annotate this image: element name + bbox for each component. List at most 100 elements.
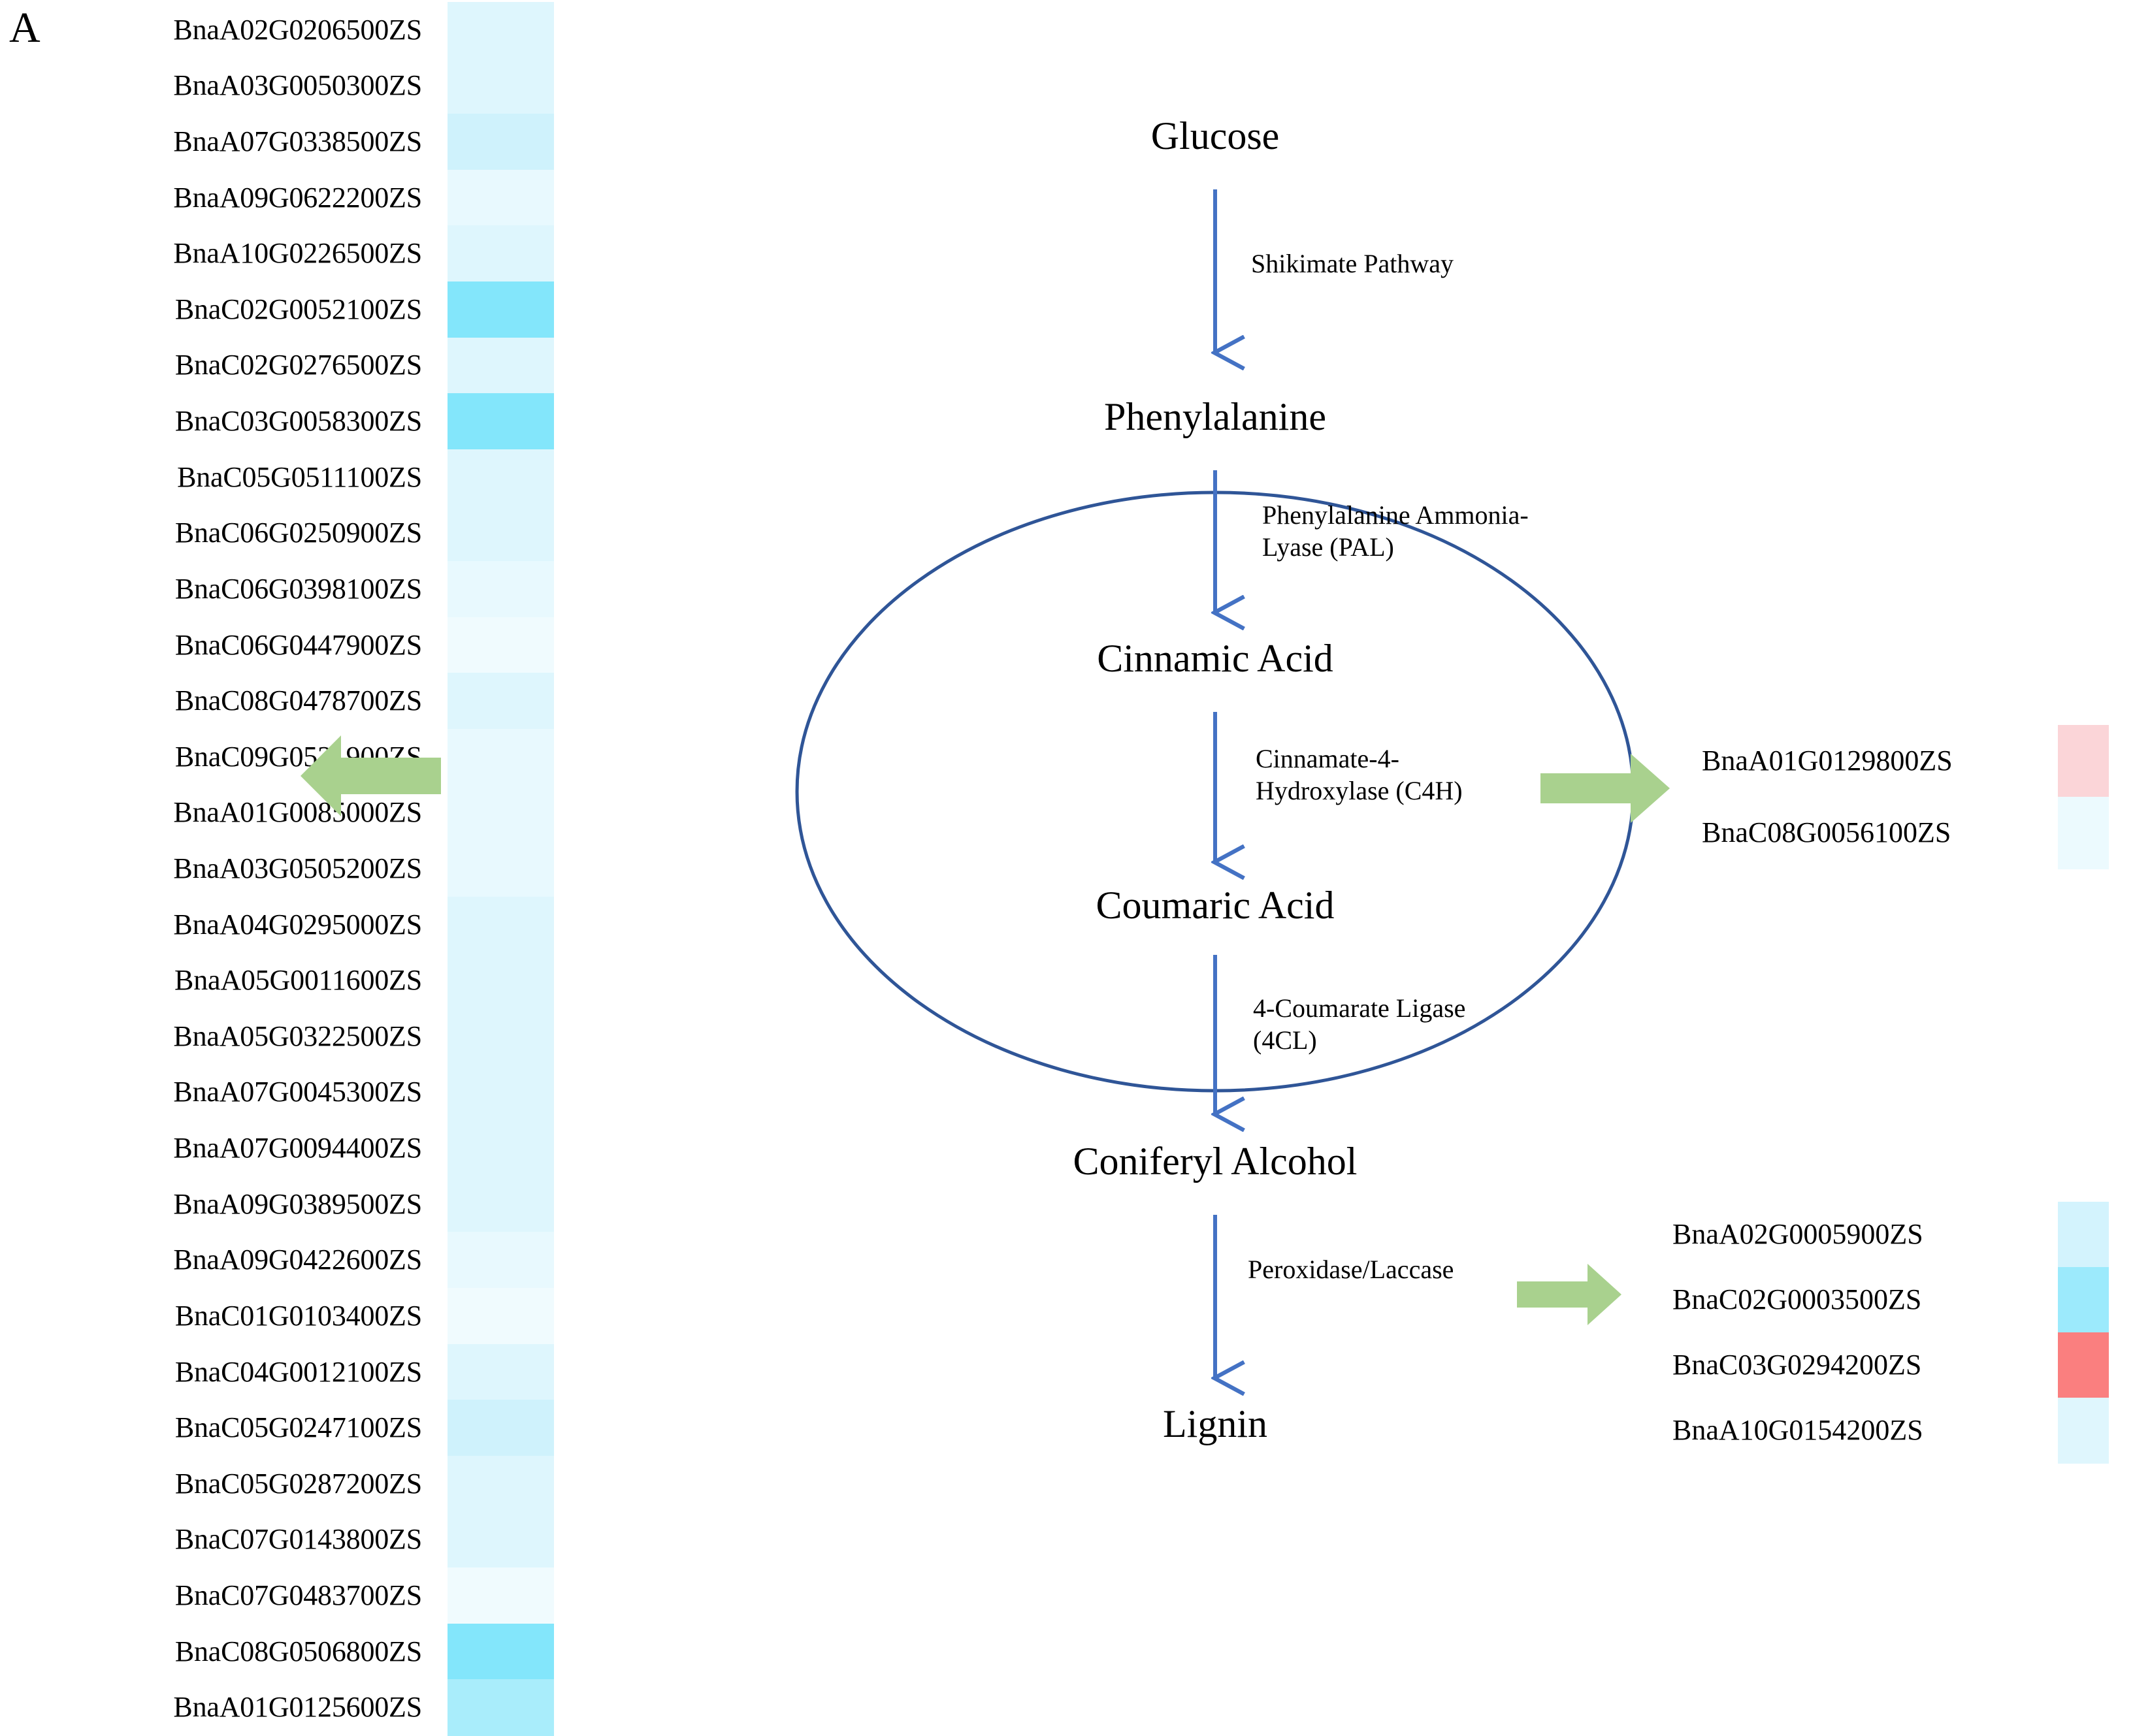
node-glucose: Glucose xyxy=(1150,114,1280,157)
pal-gene-row: BnaC08G0506800ZS xyxy=(0,1624,431,1680)
pal-heatmap-cell xyxy=(448,225,554,282)
pal-heatmap-cell xyxy=(448,57,554,114)
pal-gene-label: BnaA09G0422600ZS xyxy=(173,1244,422,1276)
node-coniferyl-alcohol: Coniferyl Alcohol xyxy=(1073,1140,1358,1183)
panel-letter-a: A xyxy=(9,4,41,52)
pal-heatmap-cell xyxy=(448,169,554,227)
pal-heatmap-cell xyxy=(448,617,554,673)
pal-gene-label: BnaC06G0447900ZS xyxy=(174,628,422,661)
pal-gene-label: BnaC08G0506800ZS xyxy=(174,1635,422,1667)
gene-heatmap-swatch xyxy=(2058,1332,2109,1398)
pal-gene-row: BnaA07G0045300ZS xyxy=(0,1065,431,1121)
pal-gene-label: BnaA09G0389500ZS xyxy=(173,1187,422,1220)
gene-heatmap-swatch xyxy=(2058,1202,2109,1268)
pal-heatmap-cell xyxy=(448,1455,554,1513)
pal-gene-row: BnaC05G0511100ZS xyxy=(0,449,431,506)
peroxidase-laccase-heatmap-swatches xyxy=(2058,1202,2109,1464)
pal-heatmap-cell xyxy=(448,1623,554,1680)
gene-row: BnaC08G0056100ZS xyxy=(1702,797,1951,869)
pal-gene-label-column: BnaA02G0206500ZS BnaA03G0050300ZS BnaA07G0… xyxy=(0,0,431,1735)
pal-gene-row: BnaA09G0422600ZS xyxy=(0,1232,431,1288)
pal-gene-label: BnaC07G0143800ZS xyxy=(174,1523,422,1556)
pal-heatmap-cell xyxy=(448,1176,554,1233)
enzyme-peroxidase-laccase: Peroxidase/Laccase xyxy=(1248,1255,1454,1284)
peroxidase-laccase-gene-group: BnaA02G0005900ZS BnaC02G0003500ZS BnaC03G0… xyxy=(1672,1202,2130,1464)
pal-heatmap-cell xyxy=(448,1064,554,1121)
pal-gene-row: BnaC07G0483700ZS xyxy=(0,1567,431,1624)
lignin-biosynthesis-pathway: Glucose Phenylalanine Cinnamic Acid Coum… xyxy=(301,0,2133,1735)
pal-heatmap-cell xyxy=(448,449,554,506)
pal-heatmap-cell xyxy=(448,784,554,841)
pal-gene-row: BnaA10G0226500ZS xyxy=(0,225,431,281)
pal-gene-label: BnaA07G0094400ZS xyxy=(173,1132,422,1165)
gene-label: BnaC03G0294200ZS xyxy=(1672,1349,1922,1381)
pal-gene-label: BnaC05G0287200ZS xyxy=(174,1467,422,1500)
gene-label: BnaC08G0056100ZS xyxy=(1702,816,1951,848)
gene-heatmap-swatch xyxy=(2058,797,2109,869)
pal-gene-row: BnaC08G0478700ZS xyxy=(0,673,431,729)
green-arrow-left-to-pal-genes xyxy=(301,730,441,822)
pal-heatmap-cell xyxy=(448,1288,554,1345)
pal-heatmap-cell xyxy=(448,1343,554,1400)
pal-gene-row: BnaA05G0011600ZS xyxy=(0,952,431,1008)
pal-gene-row: BnaC07G0143800ZS xyxy=(0,1512,431,1568)
pal-gene-label: BnaC07G0483700ZS xyxy=(174,1579,422,1611)
node-coumaric-acid: Coumaric Acid xyxy=(1096,884,1335,927)
pal-gene-row: BnaA09G0389500ZS xyxy=(0,1176,431,1232)
pal-gene-heatmap-strip xyxy=(448,0,554,1736)
pal-gene-row: BnaC04G0012100ZS xyxy=(0,1344,431,1400)
gene-heatmap-swatch xyxy=(2058,1398,2109,1464)
pal-gene-row: BnaC02G0276500ZS xyxy=(0,338,431,394)
pal-gene-row: BnaC03G0058300ZS xyxy=(0,393,431,449)
gene-heatmap-swatch xyxy=(2058,1267,2109,1333)
gene-row: BnaA10G0154200ZS xyxy=(1672,1398,1923,1463)
pal-gene-label: BnaC03G0058300ZS xyxy=(174,405,422,438)
c4h-gene-group: BnaA01G0129800ZS BnaC08G0056100ZS xyxy=(1702,725,2133,869)
gene-label: BnaA02G0005900ZS xyxy=(1672,1218,1923,1250)
green-arrow-right-to-peroxidase-genes xyxy=(1517,1262,1621,1327)
pal-gene-label: BnaC08G0478700ZS xyxy=(174,684,422,717)
pal-heatmap-cell xyxy=(448,337,554,394)
pal-gene-label: BnaC02G0276500ZS xyxy=(174,349,422,381)
gene-label: BnaA10G0154200ZS xyxy=(1672,1414,1923,1446)
pal-gene-label: BnaA02G0206500ZS xyxy=(173,13,422,46)
pal-heatmap-cell xyxy=(448,1567,554,1624)
pal-gene-row: BnaA09G0622200ZS xyxy=(0,170,431,226)
gene-row: BnaC03G0294200ZS xyxy=(1672,1332,1921,1398)
pal-heatmap-cell xyxy=(448,1511,554,1568)
pal-heatmap-cell xyxy=(448,1400,554,1456)
gene-row: BnaA02G0005900ZS xyxy=(1672,1202,1923,1267)
pal-gene-row: BnaA05G0322500ZS xyxy=(0,1008,431,1065)
pal-heatmap-cell xyxy=(448,561,554,618)
c4h-heatmap-swatches xyxy=(2058,725,2109,869)
gene-row: BnaC02G0003500ZS xyxy=(1672,1267,1921,1332)
pal-gene-row: BnaA01G0085000ZS xyxy=(0,785,431,841)
pal-gene-label: BnaA03G0505200ZS xyxy=(173,852,422,884)
node-lignin: Lignin xyxy=(1163,1402,1267,1445)
pal-gene-row: BnaA04G0295000ZS xyxy=(0,897,431,953)
pal-gene-row: BnaC05G0287200ZS xyxy=(0,1456,431,1512)
node-phenylalanine: Phenylalanine xyxy=(1104,395,1326,438)
pal-heatmap-cell xyxy=(448,1232,554,1289)
pal-heatmap-cell xyxy=(448,2,554,59)
pal-heatmap-cell xyxy=(448,841,554,897)
gene-label: BnaA01G0129800ZS xyxy=(1702,745,1953,777)
pal-gene-row: BnaA01G0125600ZS xyxy=(0,1679,431,1735)
pal-gene-label: BnaA03G0050300ZS xyxy=(173,69,422,102)
pal-gene-label: BnaA01G0125600ZS xyxy=(173,1691,422,1724)
enzyme-4cl: 4-Coumarate Ligase (4CL) xyxy=(1253,993,1466,1055)
pal-gene-label: BnaC04G0012100ZS xyxy=(174,1355,422,1388)
enzyme-pal: Phenylalanine Ammonia- Lyase (PAL) xyxy=(1262,500,1529,562)
pal-heatmap-cell xyxy=(448,1008,554,1065)
pal-gene-row: BnaA03G0050300ZS xyxy=(0,58,431,114)
pal-gene-row: BnaA03G0505200ZS xyxy=(0,841,431,897)
green-arrow-right-to-c4h-genes xyxy=(1540,750,1670,827)
pal-heatmap-cell xyxy=(448,393,554,450)
pal-gene-row: BnaA07G0338500ZS xyxy=(0,114,431,170)
pal-gene-row: BnaC05G0247100ZS xyxy=(0,1400,431,1456)
pal-gene-row: BnaC06G0447900ZS xyxy=(0,617,431,673)
pal-gene-label: BnaC05G0511100ZS xyxy=(177,460,422,493)
pal-gene-label: BnaC06G0250900ZS xyxy=(174,517,422,549)
pal-gene-label: BnaA07G0045300ZS xyxy=(173,1076,422,1108)
pal-gene-row: BnaA02G0206500ZS xyxy=(0,2,431,58)
